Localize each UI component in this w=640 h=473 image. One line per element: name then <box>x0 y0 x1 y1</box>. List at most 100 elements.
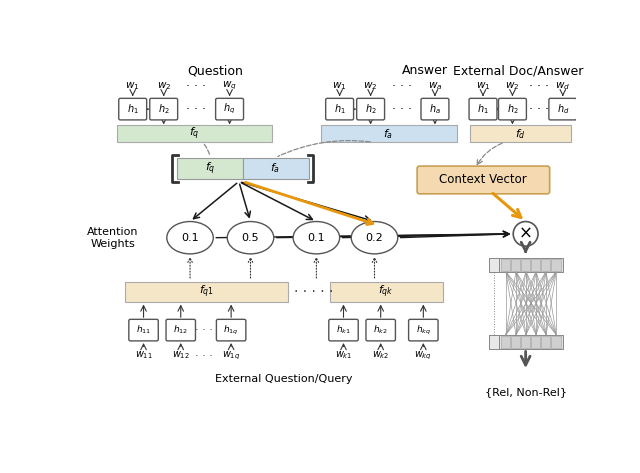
FancyBboxPatch shape <box>408 319 438 341</box>
Text: $w_q$: $w_q$ <box>222 80 237 92</box>
Text: $f_{qk}$: $f_{qk}$ <box>378 283 394 300</box>
Text: $w_1$: $w_1$ <box>476 80 490 92</box>
Text: $h_{kq}$: $h_{kq}$ <box>416 324 431 337</box>
Text: $h_1$: $h_1$ <box>477 102 489 116</box>
Text: $f_a$: $f_a$ <box>270 161 280 175</box>
Text: $w_{1q}$: $w_{1q}$ <box>222 350 240 362</box>
Text: Context Vector: Context Vector <box>439 174 527 186</box>
Text: $w_{k1}$: $w_{k1}$ <box>335 350 352 361</box>
Text: · · ·: · · · <box>392 79 412 93</box>
FancyBboxPatch shape <box>499 98 527 120</box>
Text: $f_a$: $f_a$ <box>383 127 394 140</box>
Text: $w_{12}$: $w_{12}$ <box>172 350 189 361</box>
FancyBboxPatch shape <box>521 259 531 271</box>
FancyBboxPatch shape <box>166 319 195 341</box>
FancyBboxPatch shape <box>531 335 540 348</box>
FancyBboxPatch shape <box>330 282 443 302</box>
Text: $w_{11}$: $w_{11}$ <box>134 350 152 361</box>
FancyBboxPatch shape <box>129 319 158 341</box>
Text: {Rel, Non-Rel}: {Rel, Non-Rel} <box>484 387 566 397</box>
Text: Answer: Answer <box>402 64 448 77</box>
Text: 0.1: 0.1 <box>308 233 325 243</box>
Text: Question: Question <box>188 64 244 77</box>
Text: 0.5: 0.5 <box>242 233 259 243</box>
Text: $h_d$: $h_d$ <box>557 102 569 116</box>
FancyBboxPatch shape <box>356 98 385 120</box>
Text: $w_2$: $w_2$ <box>157 80 171 92</box>
FancyBboxPatch shape <box>511 259 520 271</box>
FancyBboxPatch shape <box>177 158 243 179</box>
Text: · · ·: · · · <box>186 79 206 93</box>
Circle shape <box>513 221 538 246</box>
Text: $w_2$: $w_2$ <box>506 80 520 92</box>
Text: 0.2: 0.2 <box>365 233 383 243</box>
Text: · · ·: · · · <box>392 103 412 115</box>
Text: $h_1$: $h_1$ <box>333 102 346 116</box>
Text: External Question/Query: External Question/Query <box>215 374 353 384</box>
FancyBboxPatch shape <box>541 259 550 271</box>
FancyBboxPatch shape <box>421 98 449 120</box>
FancyBboxPatch shape <box>501 335 510 348</box>
FancyBboxPatch shape <box>417 166 550 194</box>
FancyBboxPatch shape <box>326 98 353 120</box>
FancyBboxPatch shape <box>551 259 561 271</box>
FancyBboxPatch shape <box>366 319 396 341</box>
FancyBboxPatch shape <box>216 98 244 120</box>
Text: $h_q$: $h_q$ <box>223 102 236 116</box>
FancyBboxPatch shape <box>531 259 540 271</box>
Text: $h_{k2}$: $h_{k2}$ <box>373 324 388 336</box>
FancyBboxPatch shape <box>551 335 561 348</box>
FancyBboxPatch shape <box>119 98 147 120</box>
Text: · · ·: · · · <box>186 103 206 115</box>
Text: $h_a$: $h_a$ <box>429 102 441 116</box>
Text: $h_{k1}$: $h_{k1}$ <box>336 324 351 336</box>
Text: $h_{11}$: $h_{11}$ <box>136 324 151 336</box>
Text: $h_2$: $h_2$ <box>507 102 518 116</box>
Text: $w_1$: $w_1$ <box>125 80 140 92</box>
Ellipse shape <box>167 221 213 254</box>
FancyBboxPatch shape <box>541 335 550 348</box>
Text: $h_{12}$: $h_{12}$ <box>173 324 188 336</box>
Text: $h_1$: $h_1$ <box>127 102 139 116</box>
Text: · · ·: · · · <box>529 79 548 93</box>
Ellipse shape <box>293 221 340 254</box>
Text: ×: × <box>518 225 532 243</box>
Text: Weights: Weights <box>90 239 135 249</box>
FancyBboxPatch shape <box>150 98 178 120</box>
FancyBboxPatch shape <box>511 335 520 348</box>
FancyBboxPatch shape <box>521 335 531 348</box>
Text: · · ·: · · · <box>195 350 213 360</box>
Text: 0.1: 0.1 <box>181 233 199 243</box>
Text: $w_2$: $w_2$ <box>364 80 378 92</box>
FancyBboxPatch shape <box>125 282 288 302</box>
Text: · · · · ·: · · · · · <box>294 285 333 298</box>
Text: $w_d$: $w_d$ <box>556 80 570 92</box>
FancyBboxPatch shape <box>321 125 457 142</box>
Text: $w_{k2}$: $w_{k2}$ <box>372 350 389 361</box>
FancyBboxPatch shape <box>489 335 499 349</box>
FancyBboxPatch shape <box>469 98 497 120</box>
Text: $w_a$: $w_a$ <box>428 80 442 92</box>
Text: Attention: Attention <box>87 227 138 236</box>
Text: External Doc/Answer: External Doc/Answer <box>452 64 583 77</box>
FancyBboxPatch shape <box>243 158 308 179</box>
Text: $h_{1q}$: $h_{1q}$ <box>223 324 239 337</box>
FancyBboxPatch shape <box>329 319 358 341</box>
Text: $w_1$: $w_1$ <box>332 80 347 92</box>
FancyBboxPatch shape <box>216 319 246 341</box>
Ellipse shape <box>351 221 397 254</box>
FancyBboxPatch shape <box>489 258 563 272</box>
Text: $h_2$: $h_2$ <box>365 102 376 116</box>
Text: · · ·: · · · <box>195 325 213 335</box>
FancyBboxPatch shape <box>470 125 571 142</box>
Text: $w_{kq}$: $w_{kq}$ <box>414 350 432 362</box>
Text: $f_q$: $f_q$ <box>205 160 216 176</box>
FancyBboxPatch shape <box>501 259 510 271</box>
FancyBboxPatch shape <box>489 335 563 349</box>
FancyBboxPatch shape <box>117 125 272 142</box>
Text: $f_{q1}$: $f_{q1}$ <box>199 283 214 300</box>
FancyBboxPatch shape <box>489 258 499 272</box>
Text: $h_2$: $h_2$ <box>158 102 170 116</box>
FancyBboxPatch shape <box>549 98 577 120</box>
Text: $f_q$: $f_q$ <box>189 125 200 142</box>
